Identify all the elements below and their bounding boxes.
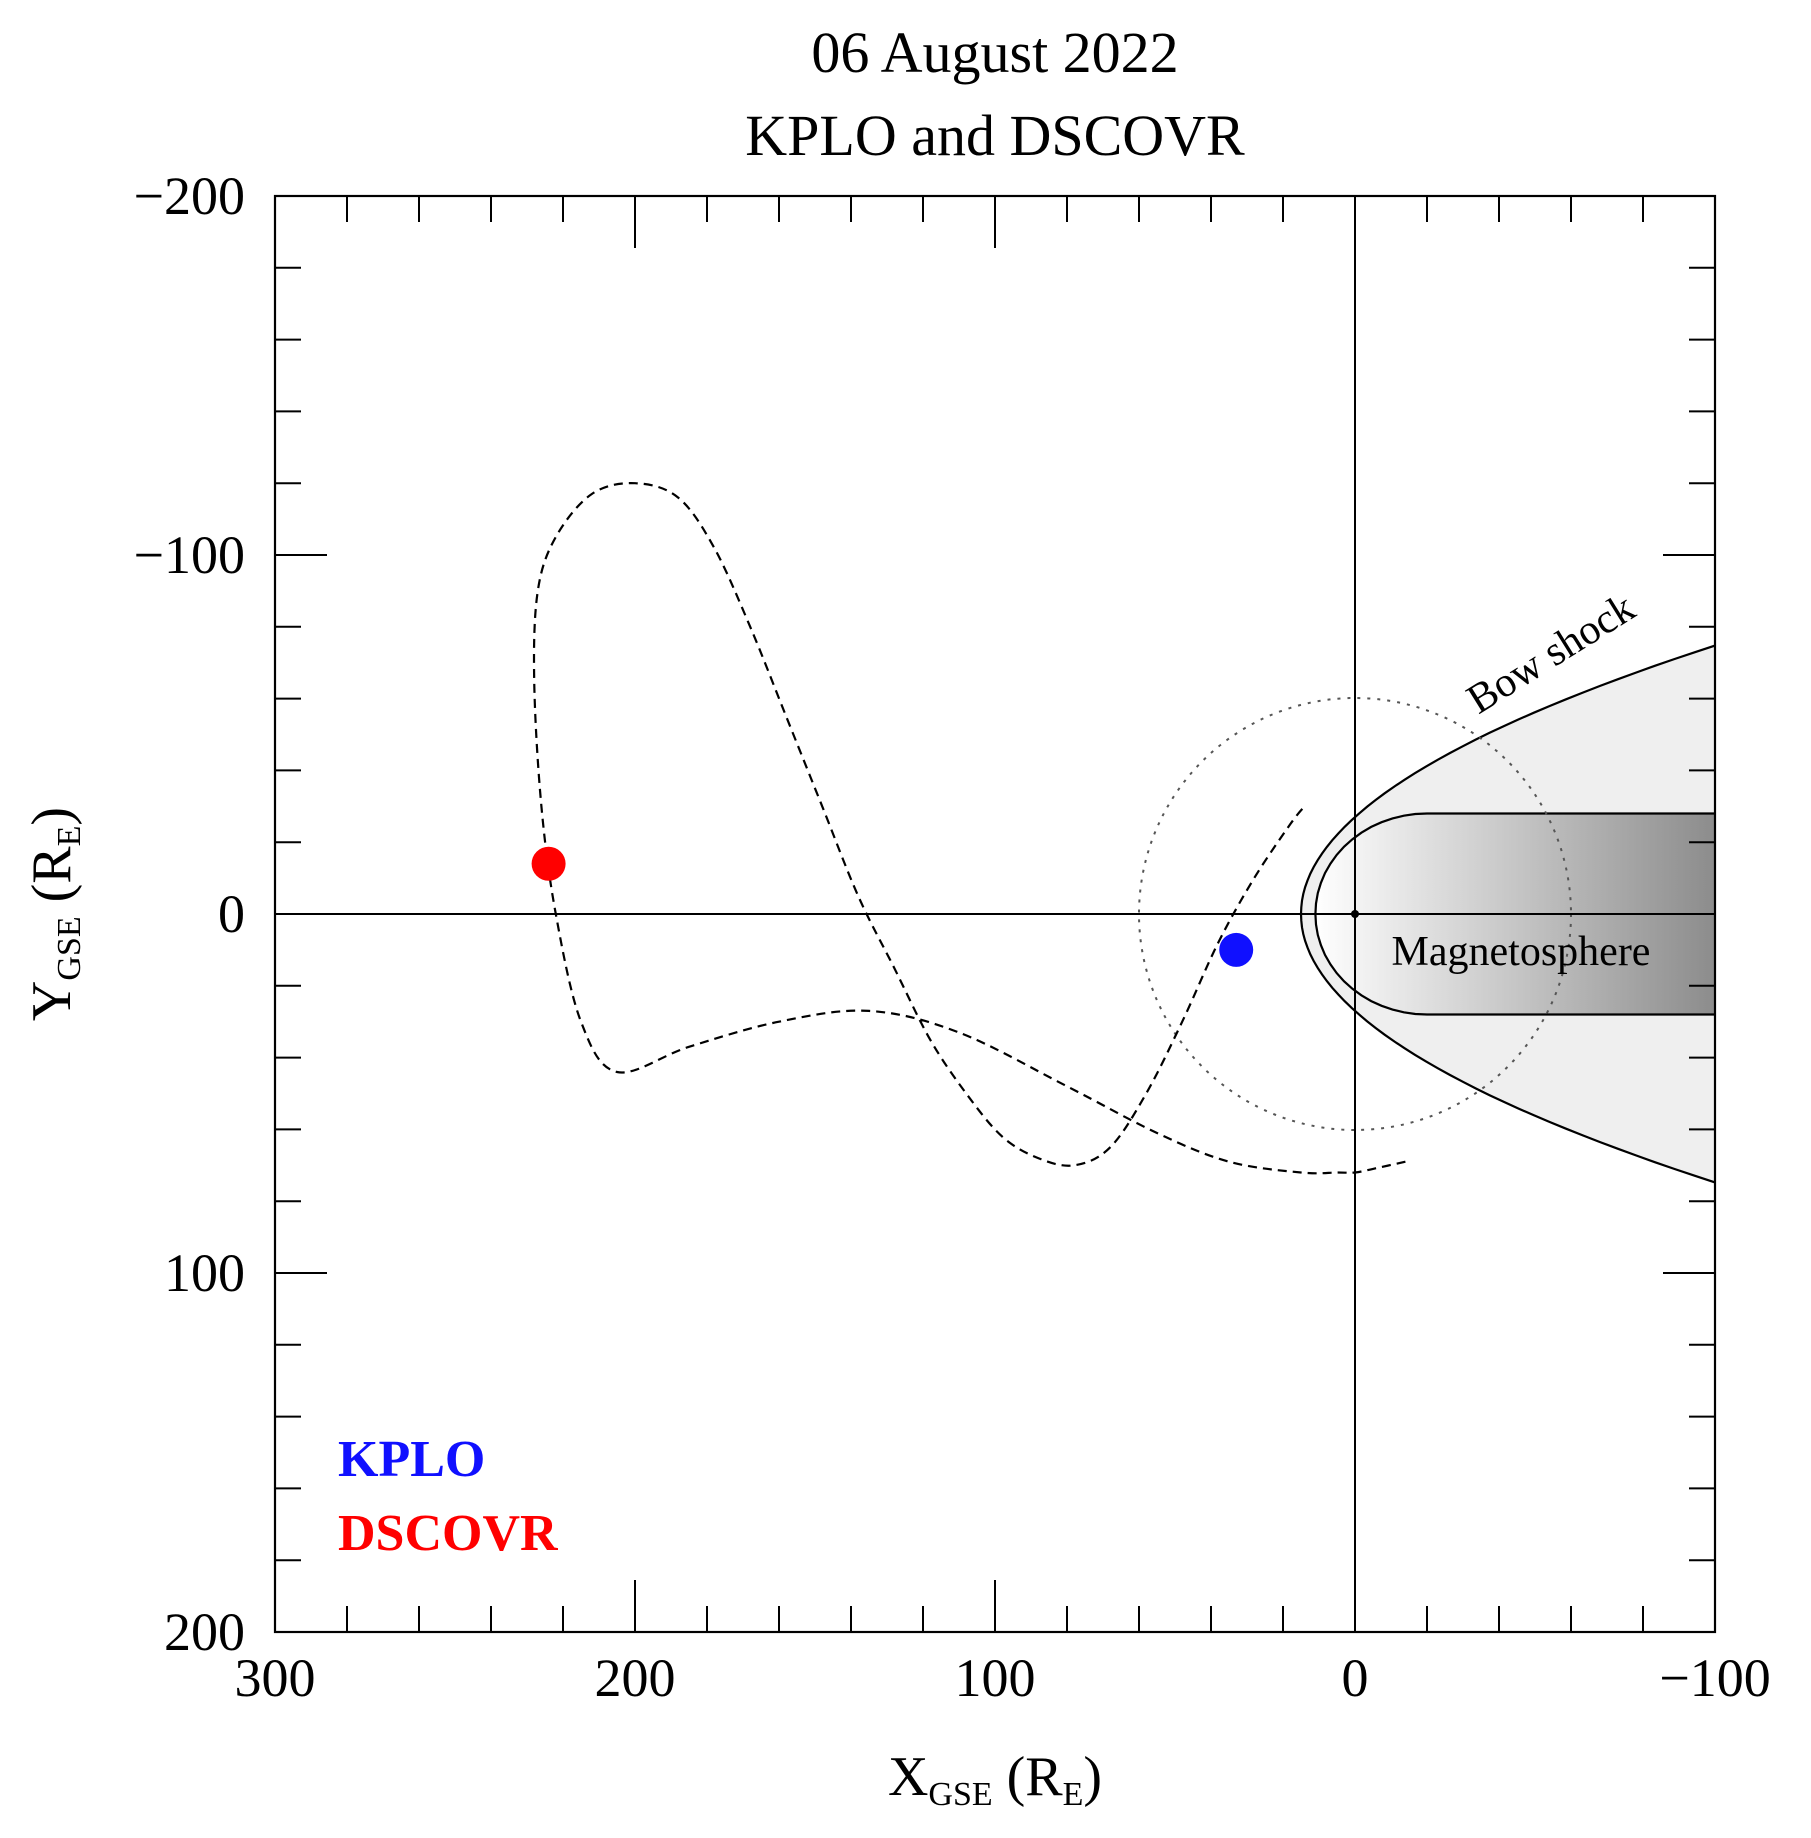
x-tick-label: −100 (1659, 1648, 1770, 1708)
kplo-trajectory (532, 482, 1406, 1175)
y-tick-label: 200 (164, 1602, 245, 1662)
y-tick-label: −200 (134, 166, 245, 226)
x-tick-label: 0 (1342, 1648, 1369, 1708)
chart-title-line2: KPLO and DSCOVR (745, 103, 1245, 168)
x-tick-label: 100 (955, 1648, 1036, 1708)
earth-marker (1351, 910, 1359, 918)
point-dscovr (531, 846, 566, 881)
y-tick-label: 0 (218, 884, 245, 944)
legend-entry-kplo: KPLO (338, 1431, 485, 1488)
spacecraft-points (531, 846, 1254, 967)
x-tick-label: 300 (235, 1648, 316, 1708)
legend-entry-dscovr: DSCOVR (338, 1505, 559, 1562)
point-kplo (1219, 932, 1254, 967)
x-axis-label: XGSE (RE) (888, 1746, 1102, 1813)
y-tick-label: 100 (164, 1243, 245, 1303)
y-tick-label: −100 (134, 525, 245, 585)
chart-title-line1: 06 August 2022 (811, 20, 1178, 85)
magnetosphere-label: Magnetosphere (1392, 929, 1651, 975)
y-axis-label: YGSE (RE) (21, 807, 88, 1021)
tick-marks (274, 195, 1716, 1633)
x-tick-label: 200 (595, 1648, 676, 1708)
